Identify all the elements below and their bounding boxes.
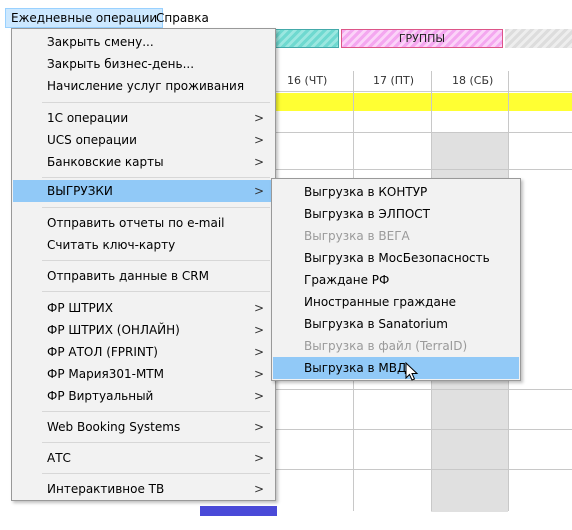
grid-line: [271, 132, 572, 133]
menu-separator: [42, 473, 270, 474]
menu-item-accommodation-charges[interactable]: Начисление услуг проживания: [47, 79, 245, 93]
menu-item-send-crm[interactable]: Отправить данные в CRM: [47, 269, 209, 283]
booking-bar[interactable]: [200, 506, 277, 516]
chevron-right-icon: >: [253, 451, 264, 465]
chevron-right-icon: >: [253, 323, 264, 337]
menu-item-fr-atol[interactable]: ФР АТОЛ (FPRINT) >: [13, 341, 274, 363]
menu-help[interactable]: Справка: [156, 11, 209, 25]
submenu-item-export-kontur[interactable]: Выгрузка в КОНТУР: [304, 185, 428, 199]
header-teal-block: [271, 29, 339, 48]
menu-separator: [42, 102, 270, 103]
chevron-right-icon: >: [253, 367, 264, 381]
menu-item-close-shift[interactable]: Закрыть смену...: [47, 35, 154, 49]
menu-item-fr-shtrih-online[interactable]: ФР ШТРИХ (ОНЛАЙН) >: [13, 319, 274, 341]
daily-operations-menu: Закрыть смену... Закрыть бизнес-день... …: [11, 28, 276, 501]
day-header: 18 (СБ): [452, 74, 494, 87]
chevron-right-icon: >: [253, 420, 264, 434]
menu-daily-operations[interactable]: Ежедневные операции: [5, 8, 164, 28]
menu-item-web-booking[interactable]: Web Booking Systems >: [13, 416, 274, 438]
submenu-item-export-elpost[interactable]: Выгрузка в ЭЛПОСТ: [304, 207, 430, 221]
menu-item-fr-virtual[interactable]: ФР Виртуальный >: [13, 385, 274, 407]
menu-separator: [42, 411, 270, 412]
chevron-right-icon: >: [253, 482, 264, 496]
submenu-item-rf-citizens[interactable]: Граждане РФ: [304, 273, 390, 287]
day-header: 17 (ПТ): [373, 74, 415, 87]
menu-item-bank-cards[interactable]: Банковские карты >: [13, 151, 274, 173]
mouse-cursor-icon: [405, 362, 419, 381]
chevron-right-icon: >: [253, 133, 264, 147]
submenu-item-foreign-citizens[interactable]: Иностранные граждане: [304, 295, 457, 309]
menu-separator: [42, 442, 270, 443]
day-header: 16 (ЧТ): [287, 74, 328, 87]
menu-separator: [42, 291, 270, 292]
menu-item-interactive-tv[interactable]: Интерактивное ТВ >: [13, 478, 274, 500]
menu-item-read-key-card[interactable]: Считать ключ-карту: [47, 238, 176, 252]
submenu-item-export-mosbezopasnost[interactable]: Выгрузка в МосБезопасность: [304, 251, 490, 265]
chevron-right-icon: >: [253, 155, 264, 169]
menu-separator: [42, 177, 270, 178]
chevron-right-icon: >: [253, 184, 264, 198]
groups-header: ГРУППЫ: [341, 29, 503, 48]
submenu-item-export-terraid: Выгрузка в файл (TerraID): [304, 339, 468, 353]
day-header-row: 16 (ЧТ) 17 (ПТ) 18 (СБ): [271, 71, 572, 92]
menu-item-send-reports-email[interactable]: Отправить отчеты по e-mail: [47, 216, 225, 230]
grid-line: [271, 469, 572, 470]
menubar: Ежедневные операции Справка: [0, 8, 572, 28]
submenu-item-export-vega: Выгрузка в ВЕГА: [304, 229, 410, 243]
menu-item-fr-maria[interactable]: ФР Мария301-МТМ >: [13, 363, 274, 385]
menu-item-1c-operations[interactable]: 1С операции >: [13, 107, 274, 129]
chevron-right-icon: >: [253, 301, 264, 315]
submenu-item-export-sanatorium[interactable]: Выгрузка в Sanatorium: [304, 317, 448, 331]
chevron-right-icon: >: [253, 111, 264, 125]
menu-separator: [42, 260, 270, 261]
submenu-item-export-mvd[interactable]: Выгрузка в МВД: [273, 357, 519, 379]
menu-item-ucs-operations[interactable]: UCS операции >: [13, 129, 274, 151]
menu-item-exports[interactable]: ВЫГРУЗКИ >: [13, 180, 274, 202]
exports-submenu: Выгрузка в КОНТУР Выгрузка в ЭЛПОСТ Выгр…: [271, 178, 521, 381]
grid-line: [271, 169, 572, 170]
grid-line: [271, 389, 572, 390]
menu-separator: [42, 207, 270, 208]
menu-item-ats[interactable]: АТС >: [13, 447, 274, 469]
yellow-row: [271, 93, 572, 111]
chevron-right-icon: >: [253, 345, 264, 359]
chevron-right-icon: >: [253, 389, 264, 403]
menu-item-close-business-day[interactable]: Закрыть бизнес-день...: [47, 57, 195, 71]
header-gray-block: [505, 29, 572, 48]
grid-line: [271, 429, 572, 430]
menu-item-fr-shtrih[interactable]: ФР ШТРИХ >: [13, 297, 274, 319]
